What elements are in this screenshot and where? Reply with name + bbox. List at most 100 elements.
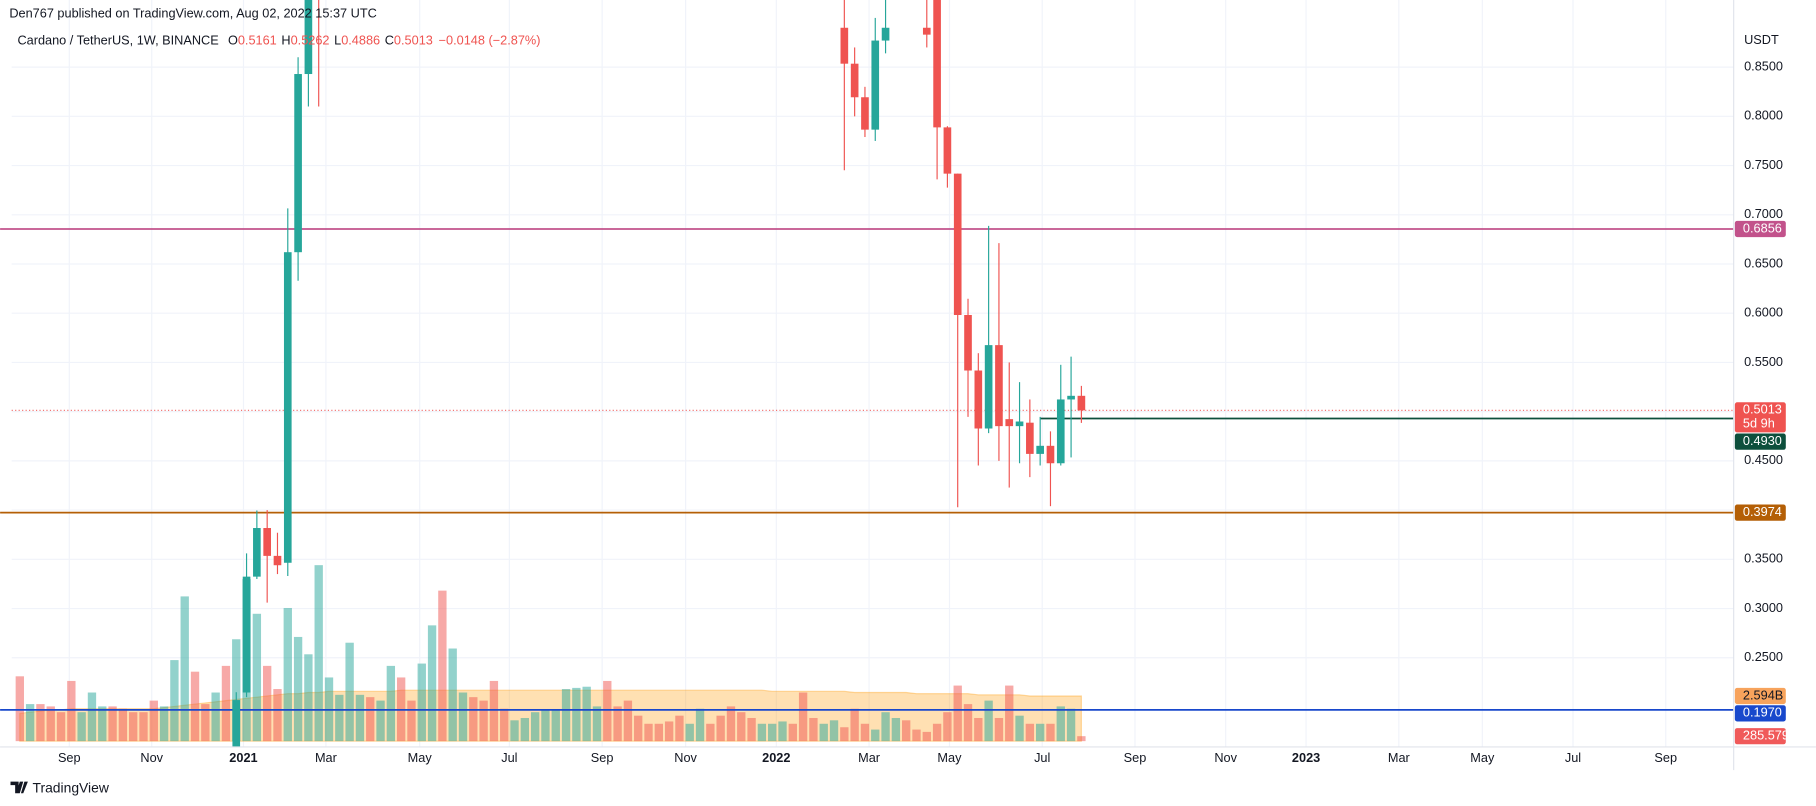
x-tick-label: Nov (140, 750, 163, 765)
volume-bar (613, 706, 622, 742)
y-tick-label: 0.7500 (1744, 157, 1783, 172)
candle-body (964, 314, 972, 371)
volume-bar (603, 680, 612, 742)
volume-ma-tag-text: 2.594B (1743, 687, 1783, 702)
candle-body (953, 173, 962, 315)
volume-bar (139, 712, 148, 742)
volume-bar (953, 685, 962, 742)
candle-body (253, 528, 261, 577)
volume-bar (25, 704, 35, 742)
volume-bar (221, 665, 231, 742)
last-price-tag-text: 5d 9h (1743, 416, 1775, 431)
volume-bar (932, 723, 942, 742)
volume-bar (232, 639, 241, 742)
y-tick-label: 0.7000 (1744, 206, 1783, 221)
volume-bar (1035, 723, 1045, 742)
footer-brand: TradingView (33, 779, 110, 795)
x-tick-label: Mar (315, 750, 338, 765)
volume-bar (1056, 706, 1065, 742)
x-tick-label: May (937, 750, 962, 765)
volume-bar (170, 660, 179, 742)
last-price-tag-text: 0.5013 (1743, 402, 1782, 417)
volume-bar (1077, 736, 1086, 742)
volume-bar (252, 613, 262, 742)
candle-body (850, 63, 859, 98)
y-tick-label: 0.6000 (1744, 305, 1783, 320)
volume-bar (386, 665, 396, 742)
x-tick-label: May (408, 750, 433, 765)
volume-bar (850, 708, 859, 742)
candle-body (933, 0, 941, 128)
candle-body (984, 345, 993, 429)
symbol-title: Cardano / TetherUS, 1W, BINANCE (17, 33, 218, 48)
volume-bar (530, 712, 540, 742)
volume-bar (438, 590, 447, 742)
volume-bar (355, 694, 365, 742)
volume-bar (809, 717, 818, 742)
volume-bar (520, 717, 530, 742)
volume-ma-tag (1734, 687, 1786, 705)
candle-body (1036, 445, 1044, 454)
candle-body (304, 0, 313, 75)
x-tick-label: Sep (58, 750, 81, 765)
volume-bar (273, 689, 282, 742)
volume-bar (912, 729, 921, 742)
volume-bar (366, 697, 375, 742)
volume-bar (582, 686, 591, 742)
volume-bar (644, 723, 653, 742)
volume-bar (190, 671, 200, 742)
candle-body (840, 27, 849, 64)
volume-bar (211, 692, 220, 742)
close-value: 0.5013 (394, 33, 433, 48)
candle-body (974, 370, 983, 429)
ohlc-letter: L (334, 33, 341, 48)
volume-bar (654, 723, 663, 742)
candle-body (881, 27, 890, 41)
volume-bar (675, 715, 684, 742)
volume-bar (737, 712, 746, 742)
candle-body (1056, 399, 1065, 464)
volume-bar (881, 712, 890, 742)
volume-bar (747, 717, 756, 742)
candle-body (283, 252, 292, 563)
volume-bar (77, 712, 86, 742)
x-tick-label: Mar (858, 750, 881, 765)
volume-bar (984, 700, 993, 742)
price-unit: USDT (1744, 32, 1779, 47)
volume-layer (15, 565, 1086, 742)
footer-logo (10, 781, 28, 794)
volume-bar (159, 706, 169, 742)
x-tick-label: Jul (1034, 750, 1050, 765)
volume-bar (15, 676, 24, 742)
volume-bar (87, 692, 97, 742)
candle-body (943, 127, 952, 174)
change-value: −0.0148 (−2.87%) (439, 33, 541, 48)
candle-body (273, 555, 282, 566)
ohlc-letter: H (281, 33, 290, 48)
volume-bar (757, 723, 767, 742)
high-value: 0.5262 (291, 33, 330, 48)
level-price-tag (1734, 220, 1786, 238)
x-tick-label: Mar (1388, 750, 1411, 765)
volume-bar (46, 706, 55, 742)
volume-bar (902, 720, 911, 742)
volume-bar (293, 636, 303, 742)
level-price-tag-text: 0.3974 (1743, 504, 1782, 519)
y-tick-label: 0.3500 (1744, 551, 1783, 566)
volume-bar (634, 715, 643, 742)
volume-bar (118, 708, 128, 742)
volume-bar (36, 704, 45, 742)
candle-body (1077, 395, 1086, 411)
x-tick-label: Sep (591, 750, 614, 765)
x-tick-label: Jul (501, 750, 517, 765)
volume-bar (1015, 715, 1024, 742)
volume-bar (149, 700, 158, 742)
candle-body (294, 74, 302, 253)
volume-bar (716, 715, 725, 742)
volume-bar (458, 692, 468, 742)
y-tick-label: 0.2500 (1744, 649, 1783, 664)
volume-bar (871, 729, 880, 742)
volume-bar (891, 717, 901, 742)
